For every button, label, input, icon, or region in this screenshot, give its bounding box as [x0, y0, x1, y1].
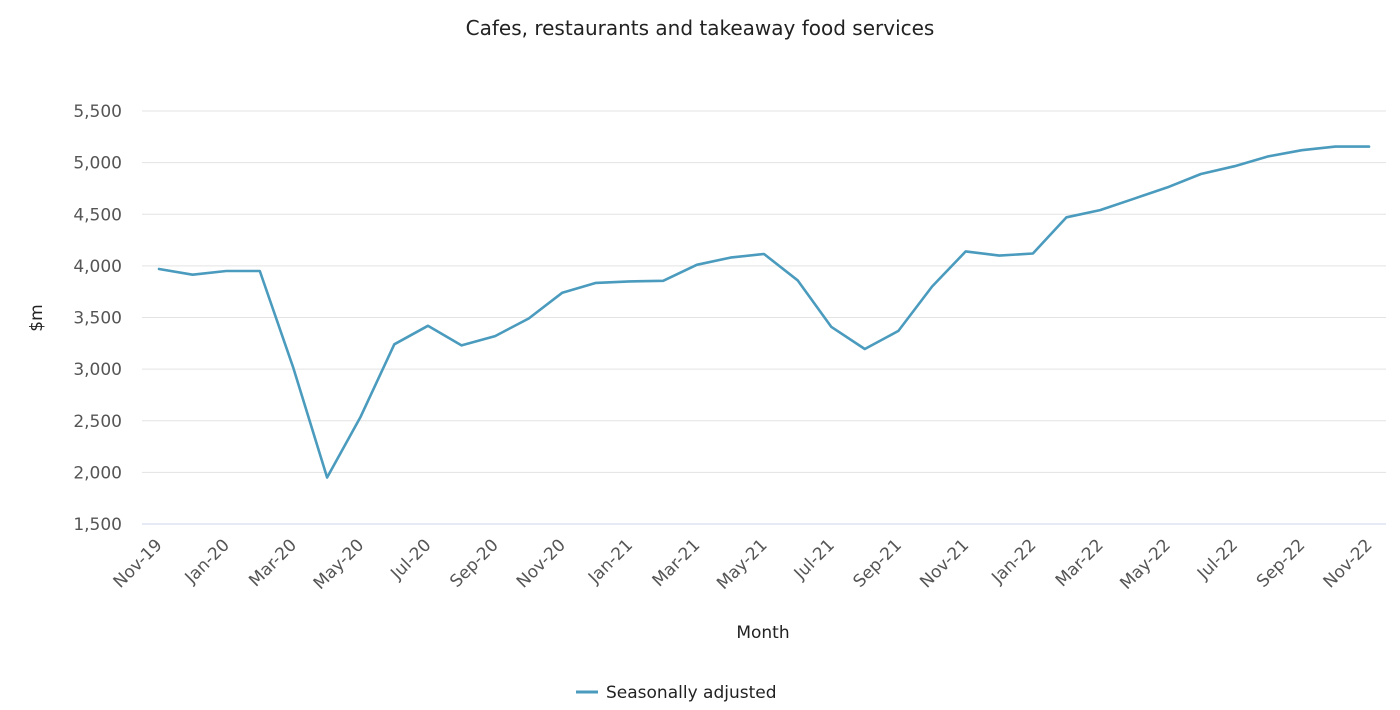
y-tick-label: 4,500 [73, 205, 122, 225]
x-tick-label: Mar-20 [245, 535, 301, 591]
x-tick-label: Mar-22 [1052, 535, 1108, 591]
y-tick-label: 5,500 [73, 102, 122, 122]
y-tick-label: 2,500 [73, 412, 122, 432]
x-tick-label: Jan-20 [181, 535, 234, 588]
x-axis-ticks: Nov-19 Jan-20 Mar-20 May-20 Jul-20 Sep-20 Nov-… [110, 535, 1377, 593]
x-tick-label: May-21 [713, 535, 771, 593]
x-tick-label: Jul-20 [386, 535, 435, 584]
y-tick-label: 5,000 [73, 154, 122, 174]
y-axis-title: $m [27, 304, 47, 331]
legend-label-seasonally-adjusted: Seasonally adjusted [606, 683, 777, 703]
y-tick-label: 3,000 [73, 360, 122, 380]
x-tick-label: Nov-22 [1320, 535, 1377, 592]
series-layer [157, 145, 1371, 479]
y-tick-label: 1,500 [73, 515, 122, 535]
x-tick-label: Nov-20 [513, 535, 570, 592]
x-tick-label: Nov-19 [110, 535, 167, 592]
chart-title: Cafes, restaurants and takeaway food ser… [466, 16, 935, 40]
x-tick-label: May-20 [310, 535, 368, 593]
series-line-seasonally-adjusted[interactable] [157, 145, 1371, 479]
x-tick-label: Mar-21 [649, 535, 705, 591]
x-tick-label: May-22 [1116, 535, 1174, 593]
x-tick-label: Sep-20 [446, 535, 502, 591]
y-tick-label: 2,000 [73, 463, 122, 483]
x-tick-label: Sep-22 [1253, 535, 1309, 591]
x-tick-label: Jul-22 [1193, 535, 1242, 584]
x-axis-title: Month [736, 623, 789, 643]
gridlines [142, 110, 1386, 473]
x-tick-label: Nov-21 [916, 535, 973, 592]
x-tick-label: Jan-21 [584, 535, 637, 588]
x-tick-label: Jan-22 [987, 535, 1040, 588]
x-tick-label: Sep-21 [850, 535, 906, 591]
x-tick-label: Jul-21 [790, 535, 839, 584]
y-tick-label: 3,500 [73, 309, 122, 329]
legend[interactable]: Seasonally adjusted [576, 683, 777, 703]
y-axis-ticks: 1,500 2,000 2,500 3,000 3,500 4,000 4,500 5,000… [73, 102, 122, 535]
y-tick-label: 4,000 [73, 257, 122, 277]
